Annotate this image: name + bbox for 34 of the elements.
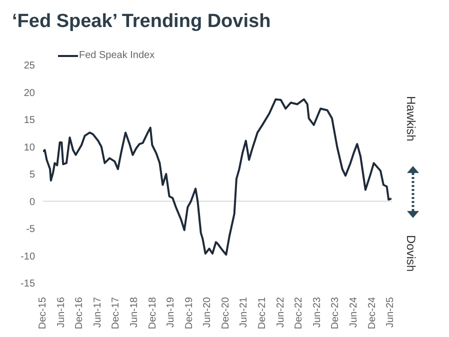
x-tick-label: Jun-23 <box>312 296 323 328</box>
x-tick-label: Dec-23 <box>330 296 342 330</box>
x-tick-label: Dec-18 <box>147 296 158 330</box>
x-tick-label: Dec-17 <box>110 296 122 330</box>
x-tick-label: Jun-24 <box>348 296 360 328</box>
x-tick-label: Jun-21 <box>238 296 250 328</box>
x-tick-label: Jun-25 <box>385 296 396 328</box>
x-tick-label: Jun-17 <box>92 296 104 328</box>
x-tick-label: Dec-21 <box>257 296 268 330</box>
x-tick-label: Dec-22 <box>294 296 305 330</box>
x-tick-label: Dec-20 <box>220 296 232 330</box>
x-tick-label: Jun-19 <box>166 296 177 328</box>
y-tick-label: -10 <box>20 251 36 262</box>
x-tick-label: Jun-18 <box>128 296 140 328</box>
x-tick-label: Jun-16 <box>56 296 67 328</box>
y-tick-label: 20 <box>24 88 36 99</box>
x-tick-label: Dec-19 <box>184 296 195 330</box>
x-tick-label: Dec-24 <box>366 296 378 330</box>
x-tick-label: Dec-16 <box>74 296 86 330</box>
y-tick-label: 0 <box>29 196 36 208</box>
line-series <box>43 98 392 256</box>
y-tick-label: 15 <box>24 115 36 126</box>
chart-title: ‘Fed Speak’ Trending Dovish <box>11 10 272 34</box>
y-tick-label: -15 <box>20 278 36 290</box>
y-tick-label: -5 <box>26 224 36 236</box>
x-tick-label: Dec-15 <box>38 296 48 330</box>
y-tick-label: 10 <box>24 142 36 154</box>
x-tick-label: Jun-20 <box>202 296 214 328</box>
x-tick-label: Jun-22 <box>275 296 286 328</box>
text: Dovish <box>404 235 418 272</box>
legend-label: Fed Speak Index <box>78 50 155 61</box>
y-tick-label: 25 <box>24 60 36 72</box>
text: Hawkish <box>404 96 418 142</box>
y-tick-label: 5 <box>29 170 36 181</box>
